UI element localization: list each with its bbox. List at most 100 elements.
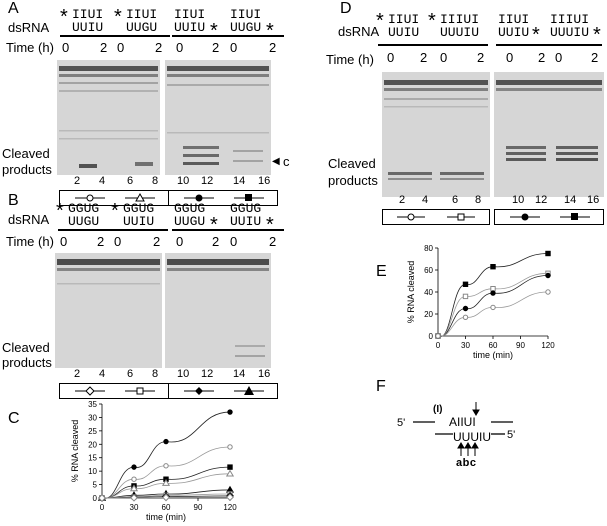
panel-b-gel-left — [55, 253, 162, 368]
open-triangle-marker — [129, 484, 139, 492]
top-sequence: AIIUI — [449, 415, 476, 429]
panel-d-t2: 2 — [420, 50, 428, 65]
panel-a-lane-num: 12 — [201, 175, 214, 187]
panel-b-time-label: Time (h) — [6, 234, 54, 249]
cleavage-sites-label: abc — [456, 457, 476, 466]
x-tick-label: 90 — [516, 341, 525, 350]
x-tick-label: 60 — [162, 503, 171, 512]
panel-d-lane-num: 14 — [564, 194, 577, 206]
y-axis-label: % RNA cleaved — [406, 261, 416, 324]
series-line — [101, 466, 231, 499]
panel-d-key-right — [494, 209, 604, 225]
filled-circle-marker — [545, 272, 551, 279]
panel-e-chart: 0 20 40 60 80 0 30 60 90 120 time (min) % RNA cleav… — [406, 244, 555, 360]
y-tick-label: 10 — [88, 467, 97, 476]
y-tick-label: 25 — [88, 427, 97, 436]
duplex-top-strand: IIIUI — [550, 12, 590, 27]
panel-b-lane-num: 16 — [258, 368, 271, 380]
panel-a-dsrna-label: dsRNA — [8, 20, 50, 35]
star-marker: * — [593, 24, 601, 46]
panel-a-lane-num: 16 — [258, 175, 271, 187]
series-line — [101, 489, 231, 499]
open-circle-marker — [435, 333, 441, 339]
duplex-bottom-strand: UUUIU — [550, 25, 590, 40]
panel-d-letter: D — [340, 0, 352, 17]
panel-b-lane-num: 10 — [177, 368, 190, 380]
panel-b-lane-num: 6 — [127, 368, 134, 380]
star-marker: * — [532, 24, 540, 46]
duplex-bottom-strand: UUIU — [72, 20, 104, 35]
panel-b-key-right — [168, 383, 278, 399]
panel-a-key-right — [168, 190, 278, 206]
panel-a-t2: 2 — [269, 40, 277, 55]
five-prime-label: 5' — [397, 417, 405, 429]
filled-circle-marker — [521, 213, 529, 221]
open-triangle-marker — [225, 469, 235, 477]
panel-f-letter: F — [376, 378, 386, 395]
duplex-top-strand: IIUI — [498, 12, 530, 27]
panel-b-t2: 2 — [153, 234, 161, 249]
panel-b-cleaved-line2: products — [2, 355, 52, 370]
duplex-top-strand: GGUG — [174, 201, 206, 216]
open-circle-marker — [86, 194, 94, 202]
panel-b-t2: 2 — [212, 234, 220, 249]
y-tick-label: 35 — [88, 400, 97, 409]
panel-a-key-left — [59, 190, 169, 206]
series-line — [101, 473, 231, 499]
panel-d-cleaved-line1: Cleaved — [328, 156, 376, 171]
duplex-bottom-strand: UUIU — [388, 25, 420, 40]
panel-d-t0: 0 — [555, 50, 563, 65]
panel-c-letter: C — [8, 410, 20, 427]
filled-circle-marker — [195, 194, 203, 202]
y-tick-label: 0 — [93, 494, 98, 503]
panel-b-lane-num: 8 — [152, 368, 159, 380]
duplex-bottom-strand: UUIU — [174, 20, 206, 35]
panel-d-t0: 0 — [506, 50, 514, 65]
panel-a-letter: A — [8, 0, 19, 17]
open-circle-marker — [227, 444, 233, 450]
panel-d-cleaved-line2: products — [328, 173, 378, 188]
panel-b-t0: 0 — [230, 234, 238, 249]
panel-b-t2: 2 — [269, 234, 277, 249]
y-tick-label: 30 — [88, 413, 97, 422]
arrow-up-icon — [457, 442, 479, 456]
panel-a-t2: 2 — [155, 40, 163, 55]
filled-square-marker — [490, 264, 496, 270]
panel-d-lane-num: 6 — [452, 194, 459, 206]
star-marker: * — [210, 214, 218, 236]
panel-d-t2: 2 — [477, 50, 485, 65]
y-tick-label: 60 — [424, 266, 433, 275]
filled-circle-marker — [131, 464, 137, 470]
panel-a-t0: 0 — [117, 40, 125, 55]
panel-c-chart: 0 5 10 15 20 25 30 35 0 30 60 90 120 time (min) % RNA … — [70, 400, 237, 522]
duplex-top-strand: GGUG — [123, 201, 155, 216]
open-circle-marker — [131, 476, 137, 482]
duplex-top-strand: IIUI — [230, 7, 262, 22]
panel-f-diagram: 5' (I) AIIUI UUUIU 5' abc — [397, 402, 515, 466]
panel-a-lane-num: 4 — [99, 175, 106, 187]
y-tick-label: 80 — [424, 244, 433, 253]
five-prime-label: 5' — [507, 429, 515, 441]
panel-d-t2: 2 — [591, 50, 599, 65]
arrow-left-icon: ◀ — [272, 156, 280, 167]
inosine-label: (I) — [433, 404, 442, 415]
open-triangle-marker — [135, 192, 145, 202]
panel-a-gel-right — [165, 60, 271, 175]
duplex-top-strand: IIUI — [388, 12, 420, 27]
panel-b-lane-num: 4 — [99, 368, 106, 380]
star-marker: * — [56, 200, 64, 222]
star-marker: * — [60, 6, 68, 28]
series-line — [101, 411, 231, 499]
panel-d-t2: 2 — [538, 50, 546, 65]
star-marker: * — [428, 10, 436, 32]
panel-d-dsrna-label: dsRNA — [338, 24, 380, 39]
x-tick-label: 30 — [130, 503, 139, 512]
duplex-bottom-strand: UUIU — [230, 214, 262, 229]
panel-b-lane-num: 2 — [74, 368, 81, 380]
series-line — [437, 272, 549, 337]
panel-d-rule — [378, 44, 488, 46]
panel-d-t0: 0 — [387, 50, 395, 65]
panel-a-t2: 2 — [100, 40, 108, 55]
duplex-bottom-strand: UUGU — [174, 214, 206, 229]
panel-d-lane-num: 4 — [422, 194, 429, 206]
